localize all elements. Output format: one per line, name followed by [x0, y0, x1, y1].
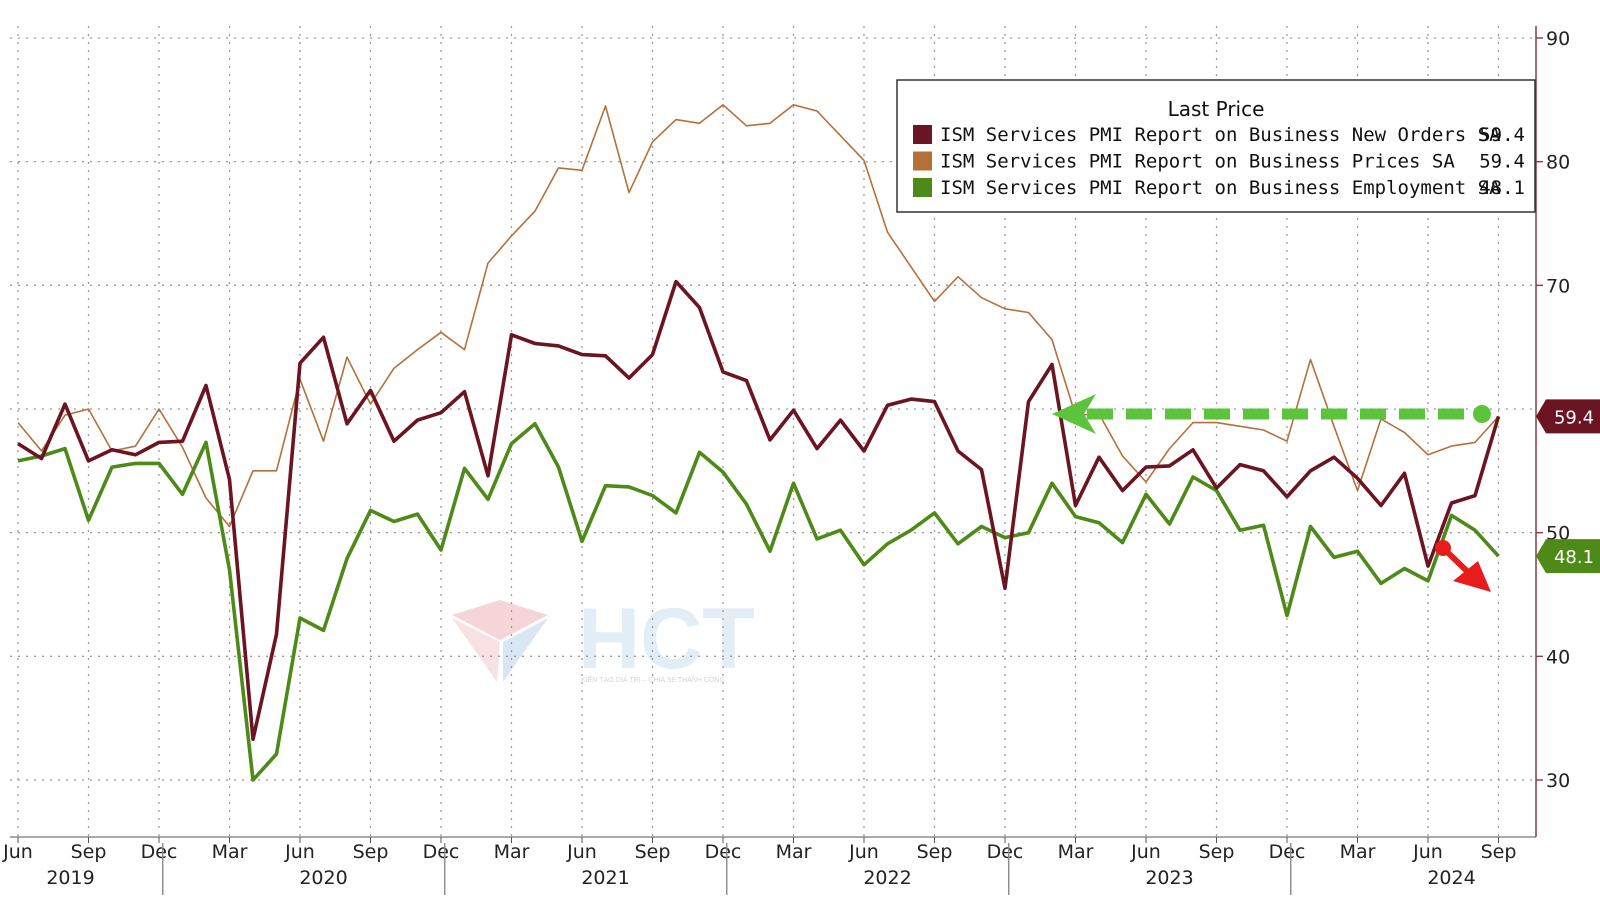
- legend-entry-label: ISM Services PMI Report on Business Pric…: [940, 151, 1455, 173]
- legend-box: [896, 79, 1536, 213]
- year-label: 2021: [581, 867, 629, 889]
- year-label: 2022: [863, 867, 911, 889]
- legend-entry-label: ISM Services PMI Report on Business Empl…: [940, 177, 1501, 199]
- series-lines: [17, 104, 1501, 782]
- x-tick-label: Sep: [71, 841, 107, 863]
- x-tick-label: Dec: [423, 841, 460, 863]
- x-tick-label: Jun: [848, 841, 879, 863]
- y-tick-label: 40: [1546, 646, 1570, 668]
- watermark-logo-left: [452, 618, 500, 682]
- last-value-tag-label: 59.4: [1554, 407, 1594, 428]
- red-arrow-shaft: [1440, 545, 1473, 577]
- year-label: 2024: [1427, 867, 1475, 889]
- x-tick-label: Mar: [212, 841, 248, 863]
- x-tick-label: Jun: [2, 841, 33, 863]
- x-tick-label: Jun: [566, 841, 597, 863]
- green-arrowhead: [1052, 394, 1096, 434]
- watermark-tagline: KIẾN TẠO GIÁ TRỊ – CHIA SẺ THÀNH CÔNG: [581, 674, 725, 684]
- red-arrowhead: [1453, 561, 1491, 592]
- y-tick-label: 90: [1546, 28, 1570, 50]
- last-value-tag-label: 48.1: [1554, 547, 1594, 568]
- legend-entry-value: 59.4: [1479, 151, 1525, 173]
- legend-title: Last Price: [1168, 97, 1265, 121]
- last-value-tags: 59.4 48.1: [1536, 399, 1600, 574]
- year-label: 2020: [299, 867, 347, 889]
- x-tick-label: Mar: [1340, 841, 1376, 863]
- x-tick-label: Jun: [284, 841, 315, 863]
- x-tick-label: Dec: [987, 841, 1024, 863]
- x-tick-label: Jun: [1412, 841, 1443, 863]
- legend-swatch: [913, 151, 932, 171]
- annotations: [1052, 394, 1491, 592]
- y-tick-label: 70: [1546, 275, 1570, 297]
- year-label: 2023: [1145, 867, 1193, 889]
- legend-entry-value: 48.1: [1479, 177, 1525, 199]
- y-tick-label: 30: [1546, 770, 1570, 792]
- last-value-tag: [1536, 399, 1600, 434]
- series-line-0: [17, 279, 1501, 742]
- x-tick-label: Sep: [1199, 841, 1235, 863]
- x-tick-label: Sep: [635, 841, 671, 863]
- legend-swatch: [913, 125, 932, 144]
- x-tick-label: Sep: [1481, 841, 1517, 863]
- watermark-logo-top: [452, 600, 548, 640]
- hct-watermark: HCT KIẾN TẠO GIÁ TRỊ – CHIA SẺ THÀNH CÔN…: [452, 591, 755, 687]
- legend-entry-label: ISM Services PMI Report on Business New …: [940, 124, 1501, 146]
- series-line-2: [17, 421, 1500, 782]
- legend: Last Price ISM Services PMI Report on Bu…: [896, 79, 1536, 213]
- x-tick-label: Jun: [1130, 841, 1161, 863]
- axes: Jun Sep Dec Mar Jun Sep Dec Mar Jun Sep Dec Mar Jun S…: [2, 26, 1570, 895]
- x-tick-label: Dec: [1269, 841, 1306, 863]
- x-tick-label: Mar: [776, 841, 812, 863]
- x-tick-label: Mar: [1058, 841, 1094, 863]
- x-tick-label: Dec: [705, 841, 742, 863]
- watermark-brand: HCT: [578, 591, 755, 687]
- watermark-logo-right: [503, 618, 548, 682]
- year-label: 2019: [46, 867, 94, 889]
- series-line-1: [17, 104, 1500, 528]
- legend-swatch: [913, 178, 932, 197]
- green-dot: [1473, 405, 1491, 423]
- last-value-tag: [1536, 539, 1600, 574]
- x-tick-label: Dec: [141, 841, 178, 863]
- x-tick-label: Mar: [494, 841, 530, 863]
- x-tick-label: Sep: [353, 841, 389, 863]
- y-tick-label: 80: [1546, 152, 1570, 174]
- x-tick-label: Sep: [917, 841, 953, 863]
- legend-entry-value: 59.4: [1479, 124, 1525, 146]
